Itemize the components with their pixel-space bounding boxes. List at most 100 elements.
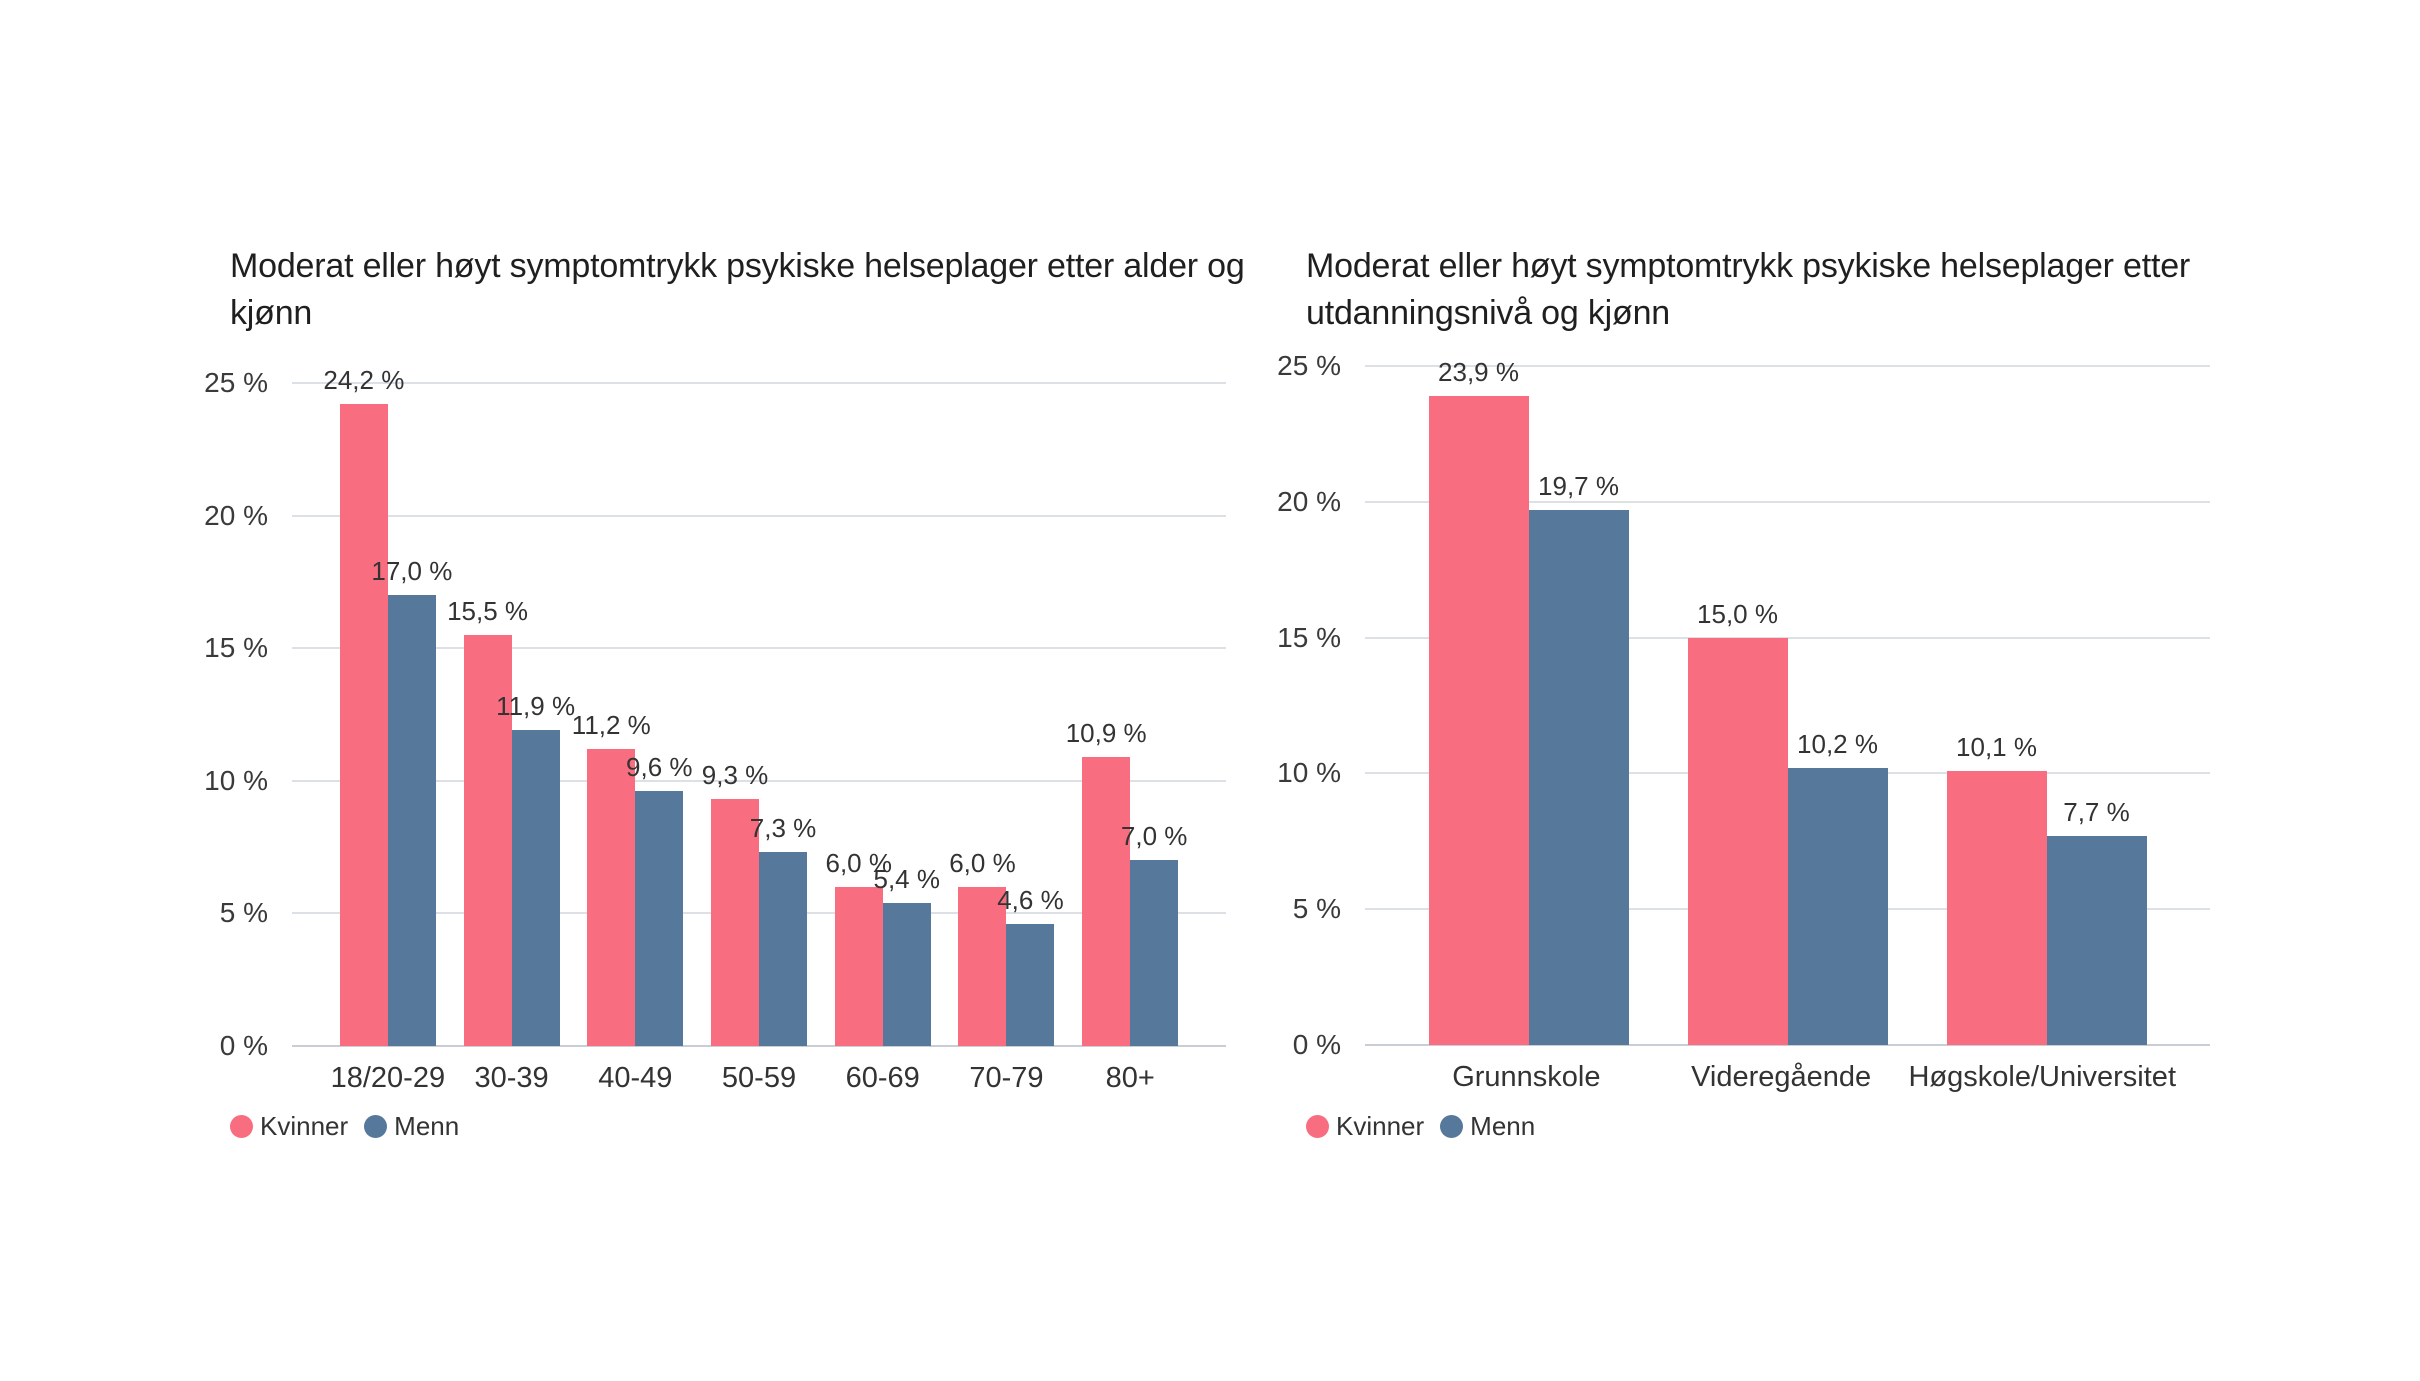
bar-group: 10,1 % 7,7 % [1917, 366, 2176, 1045]
bar-group: 15,5 % 11,9 % [447, 383, 575, 1046]
chart-panel-age: Moderat eller høyt symptomtrykk psykiske… [204, 243, 1330, 1141]
y-axis-tick-label: 0 % [1292, 1029, 1341, 1060]
bar-kvinner: 11,2 % [572, 710, 651, 1046]
y-axis-tick-label: 25 % [204, 367, 268, 398]
legend-label: Kvinner [1336, 1111, 1425, 1141]
bar-value-label: 11,2 % [571, 709, 651, 740]
bar-menn: 4,6 % [997, 885, 1064, 1046]
y-axis-tick-label: 20 % [204, 499, 268, 531]
gridline [292, 647, 1226, 650]
legend-dot-icon [1306, 1115, 1329, 1138]
bar-kvinner: 23,9 % [1428, 357, 1529, 1045]
bar-groups: 23,9 % 19,7 % 15,0 % 10,2 % 10,1 % 7,7 % [1365, 357, 2210, 1045]
y-axis-tick-label: 15 % [1277, 621, 1341, 653]
bar-group: 6,0 % 5,4 % [821, 383, 945, 1046]
x-axis-category-label: 70-79 [969, 1062, 1044, 1094]
bar-value-label: 10,9 % [1065, 717, 1147, 748]
x-axis-labels: 18/20-29 30-39 40-49 50-59 60-69 70-79 80+ [292, 1062, 1226, 1095]
bar-kvinner: 6,0 % [949, 848, 1016, 1046]
bar-value-label: 24,2 % [323, 365, 405, 396]
y-axis-tick-label: 0 % [219, 1030, 268, 1061]
legend-item-kvinner: Kvinner [230, 1111, 348, 1142]
x-axis-labels: Grunnskole Videregående Høgskole/Universit… [1365, 1061, 2210, 1094]
bar-value-label: 10,2 % [1797, 728, 1878, 759]
bar-kvinner: 15,5 % [447, 596, 528, 1046]
bar-value-label: 9,6 % [626, 752, 693, 783]
x-axis-category-label: 18/20-29 [330, 1062, 446, 1094]
bar-value-label: 10,1 % [1956, 731, 2037, 762]
y-axis-tick-label: 25 % [1277, 350, 1341, 381]
gridline [1365, 636, 2210, 639]
bar-kvinner: 9,3 % [702, 760, 768, 1046]
y-axis-tick-label: 10 % [204, 764, 268, 796]
bar-value-label: 15,5 % [447, 595, 529, 626]
legend-item-menn: Menn [1440, 1111, 1535, 1142]
bar-value-label: 17,0 % [371, 556, 453, 587]
x-axis-category-label: 30-39 [474, 1062, 549, 1094]
bar-groups: 24,2 % 17,0 % 15,5 % 11,9 % 11,2 % 9,6 % 9,3 %… [292, 365, 1226, 1046]
plot-area: Grunnskole Videregående Høgskole/Universit… [1277, 350, 2210, 1093]
x-axis-category-label: 40-49 [598, 1062, 673, 1094]
bar-value-label: 6,0 % [949, 847, 1016, 878]
bar-kvinner: 24,2 % [323, 365, 404, 1046]
bar-value-label: 7,3 % [749, 813, 817, 844]
x-axis-category-label: Videregående [1691, 1061, 1872, 1093]
bar-kvinner: 10,9 % [1066, 718, 1147, 1046]
bar-group: 10,9 % 7,0 % [1066, 383, 1192, 1046]
bar-group: 15,0 % 10,2 % [1658, 366, 1917, 1045]
bar-menn: 17,0 % [371, 556, 452, 1046]
legend-dot-icon [364, 1115, 388, 1138]
bar-value-label: 7,0 % [1120, 821, 1188, 852]
chart-panel-education: Moderat eller høyt symptomtrykk psykiske… [1277, 243, 2266, 1141]
bar-value-label: 5,4 % [873, 863, 940, 894]
legend-dot-icon [230, 1115, 253, 1138]
bar-value-label: 9,3 % [701, 760, 769, 791]
x-axis-category-label: Høgskole/Universitet [1908, 1061, 2176, 1093]
plot-area: 18/20-29 30-39 40-49 50-59 60-69 70-79 80+ 0 %… [204, 365, 1226, 1094]
x-axis-category-label: 50-59 [721, 1062, 797, 1094]
y-axis-tick-label: 20 % [1277, 485, 1341, 517]
bar-value-label: 7,7 % [2063, 796, 2130, 827]
bar-menn: 10,2 % [1787, 729, 1888, 1045]
bar-kvinner: 15,0 % [1687, 599, 1788, 1045]
gridline [292, 514, 1226, 517]
bar-menn: 19,7 % [1528, 471, 1629, 1045]
bar-group: 23,9 % 19,7 % [1399, 357, 1658, 1045]
bar-value-label: 15,0 % [1697, 598, 1778, 629]
bar-kvinner: 10,1 % [1946, 732, 2047, 1045]
legend-label: Menn [1470, 1111, 1536, 1141]
y-axis-tick-label: 15 % [204, 632, 268, 664]
legend-label: Kvinner [260, 1111, 349, 1141]
bar-group: 11,2 % 9,6 % [572, 383, 697, 1046]
chart-title-education: Moderat eller høyt symptomtrykk psykiske… [1306, 247, 2191, 332]
bar-value-label: 11,9 % [496, 691, 576, 722]
gridline [1365, 500, 2210, 503]
bar-menn: 7,3 % [750, 813, 816, 1046]
x-axis-category-label: Grunnskole [1452, 1061, 1601, 1093]
bar-menn: 11,9 % [496, 691, 575, 1046]
y-axis-tick-label: 5 % [1292, 893, 1341, 925]
legend-item-kvinner: Kvinner [1306, 1111, 1424, 1142]
bar-menn: 5,4 % [873, 864, 940, 1046]
gridline [292, 779, 1226, 782]
bar-group: 24,2 % 17,0 % [323, 365, 452, 1046]
bar-value-label: 23,9 % [1438, 356, 1519, 387]
bar-kvinner: 6,0 % [825, 848, 892, 1046]
y-axis-tick-label: 5 % [219, 897, 268, 929]
bar-value-label: 4,6 % [997, 885, 1064, 916]
bar-group: 6,0 % 4,6 % [945, 383, 1069, 1046]
x-axis-category-label: 80+ [1105, 1062, 1155, 1094]
x-axis-category-label: 60-69 [845, 1062, 920, 1094]
gridline [292, 1045, 1226, 1047]
legend: Kvinner Menn [1306, 1111, 1535, 1142]
chart-title-age: Moderat eller høyt symptomtrykk psykiske… [230, 247, 1245, 332]
legend-dot-icon [1440, 1115, 1464, 1138]
gridline [1365, 1044, 2210, 1046]
gridline [1365, 365, 2210, 367]
bar-menn: 7,0 % [1121, 821, 1187, 1046]
bar-menn: 9,6 % [626, 752, 693, 1046]
legend-item-menn: Menn [364, 1111, 459, 1142]
bar-value-label: 19,7 % [1538, 470, 1619, 501]
legend-label: Menn [394, 1111, 460, 1141]
